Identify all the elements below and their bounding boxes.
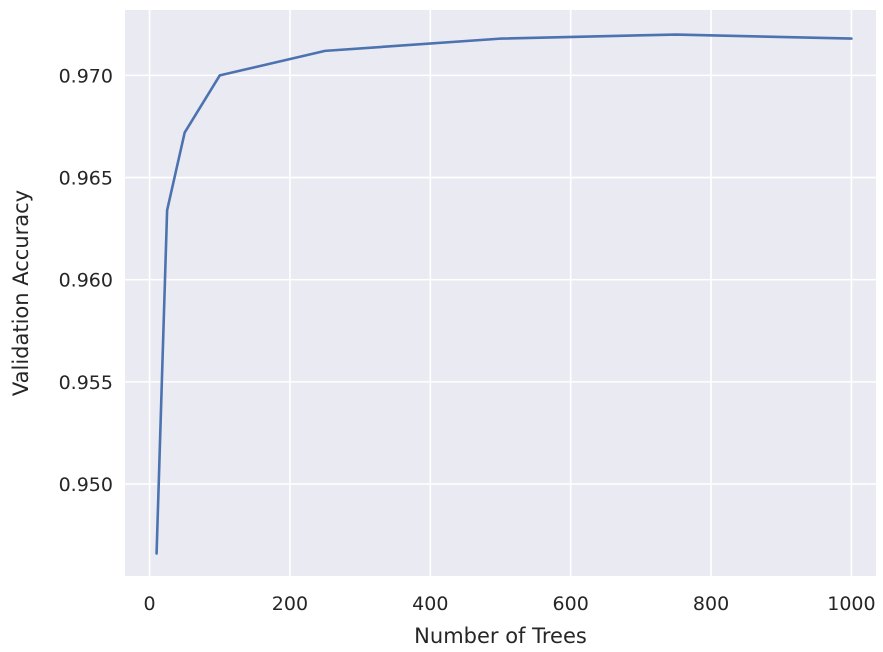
y-tick-label: 0.970 xyxy=(59,65,113,87)
y-tick-label: 0.960 xyxy=(59,270,113,292)
y-tick-label: 0.950 xyxy=(59,474,113,496)
x-tick-labels: 0 200 400 600 800 1000 xyxy=(144,593,876,615)
x-tick-label: 400 xyxy=(412,593,448,615)
x-axis-label: Number of Trees xyxy=(414,624,587,648)
y-axis-label: Validation Accuracy xyxy=(9,190,33,396)
y-tick-label: 0.955 xyxy=(59,372,113,394)
x-tick-label: 200 xyxy=(272,593,308,615)
x-tick-label: 0 xyxy=(144,593,156,615)
y-grid-lines xyxy=(125,74,876,485)
y-tick-label: 0.965 xyxy=(59,168,113,190)
plot-area xyxy=(125,10,876,576)
x-tick-label: 600 xyxy=(553,593,589,615)
y-tick-labels: 0.950 0.955 0.960 0.965 0.970 xyxy=(59,65,113,496)
x-tick-label: 800 xyxy=(693,593,729,615)
series-layer xyxy=(155,33,853,555)
x-grid-lines xyxy=(148,10,853,576)
series-line xyxy=(155,33,853,555)
x-tick-label: 1000 xyxy=(827,593,875,615)
